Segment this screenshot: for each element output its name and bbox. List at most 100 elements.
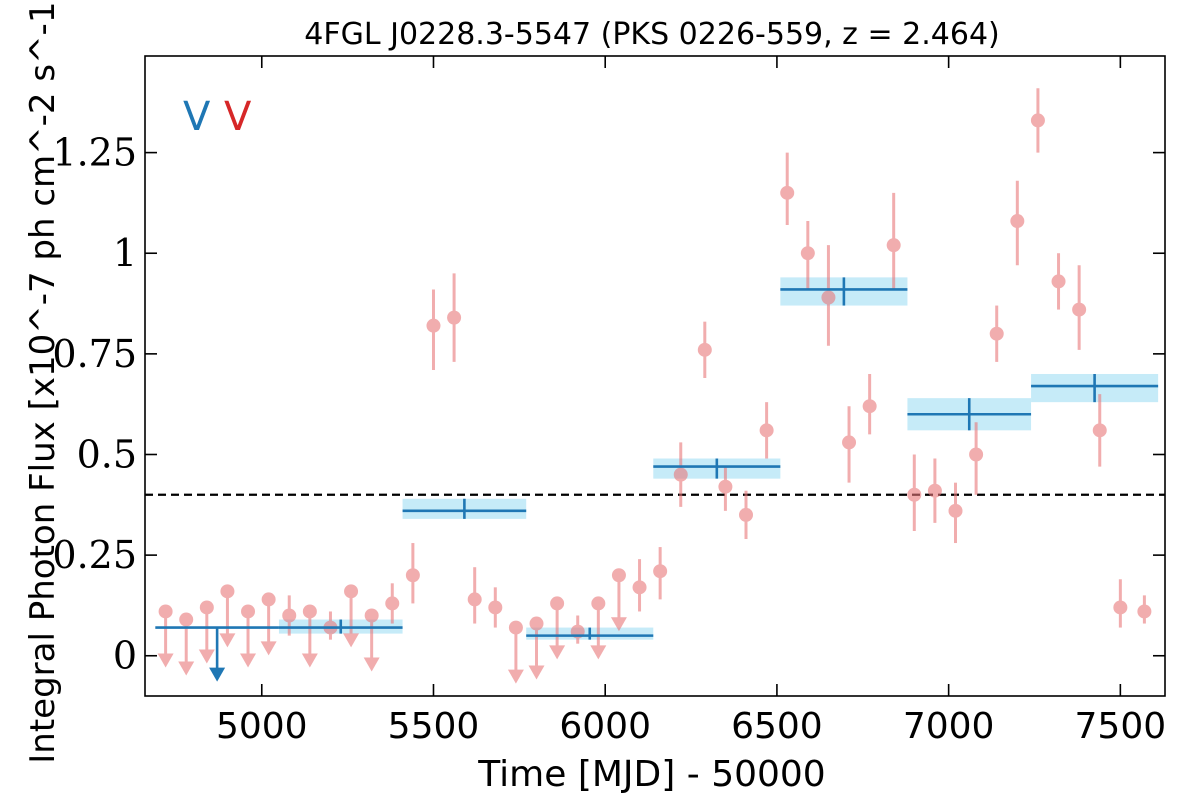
x-tick-label: 5000 <box>216 706 308 747</box>
upper-limit-arrow-head <box>343 633 360 648</box>
point-marker <box>697 342 712 357</box>
data-point <box>673 442 688 507</box>
data-point <box>1072 265 1087 350</box>
point-marker <box>653 564 668 579</box>
upper-limit-point <box>549 596 566 660</box>
data-point <box>426 289 441 370</box>
point-marker <box>241 604 256 619</box>
point-marker <box>1113 600 1128 615</box>
upper-limit-arrow-head <box>240 653 257 668</box>
data-point <box>282 595 297 636</box>
point-marker <box>550 596 565 611</box>
point-marker <box>405 568 420 583</box>
data-point <box>653 547 668 600</box>
upper-limit-arrow-head <box>178 661 195 676</box>
upper-limit-point <box>301 604 318 668</box>
upper-limit-point <box>260 592 277 656</box>
upper-limit-point <box>219 584 236 648</box>
upper-limit-arrow-head <box>528 665 545 680</box>
point-marker <box>611 568 626 583</box>
point-marker <box>302 604 317 619</box>
point-marker <box>591 596 606 611</box>
data-point <box>323 611 338 640</box>
data-point <box>948 482 963 544</box>
x-tick-label: 6500 <box>731 706 823 747</box>
point-marker <box>1030 113 1045 128</box>
upper-limit-arrow-head <box>198 649 215 664</box>
point-marker <box>673 467 688 482</box>
data-point <box>1030 88 1045 153</box>
binned-points-layer <box>155 277 1159 682</box>
data-point <box>467 567 482 624</box>
upper-limit-point <box>157 604 174 668</box>
data-point <box>1113 579 1128 628</box>
data-point <box>800 221 815 290</box>
binned-point <box>402 498 527 519</box>
x-tick-label: 5500 <box>388 706 480 747</box>
y-tick-label: 0 <box>113 634 137 678</box>
data-point <box>1051 253 1066 310</box>
y-axis-label: Integral Photon Flux [x10^-7 ph cm^-2 s^… <box>23 0 63 764</box>
data-point <box>718 466 733 511</box>
point-marker <box>948 503 963 518</box>
binned-point <box>653 458 781 479</box>
data-point <box>989 305 1004 362</box>
upper-limit-arrow-head <box>549 645 566 660</box>
upper-limit-point <box>178 612 195 676</box>
upper-limit-point <box>343 584 360 648</box>
data-point <box>780 152 795 226</box>
point-marker <box>282 608 297 623</box>
point-marker <box>969 447 984 462</box>
data-point <box>447 273 462 362</box>
point-marker <box>1092 423 1107 438</box>
point-marker <box>1072 302 1087 317</box>
point-marker <box>842 435 857 450</box>
y-tick-label: 0.5 <box>77 432 137 476</box>
point-marker <box>467 592 482 607</box>
binned-point <box>278 619 403 634</box>
x-axis-label: Time [MJD] - 50000 <box>477 754 825 795</box>
point-marker <box>179 612 194 627</box>
y-tick-label: 1 <box>113 231 137 275</box>
upper-limit-point <box>363 608 380 672</box>
upper-limit-point <box>507 620 524 684</box>
upper-limit-arrow-head <box>219 633 236 648</box>
point-marker <box>821 290 836 305</box>
data-point <box>886 192 901 290</box>
data-point <box>821 245 836 346</box>
data-point <box>969 422 984 495</box>
upper-limit-point <box>240 604 257 668</box>
daily-points-layer <box>157 88 1152 684</box>
upper-limit-arrow-head <box>157 653 174 668</box>
upper-limit-arrow-head <box>301 653 318 668</box>
point-marker <box>739 507 754 522</box>
data-point <box>488 587 503 628</box>
point-marker <box>1010 214 1025 229</box>
point-marker <box>426 318 441 333</box>
x-tick-label: 6000 <box>559 706 651 747</box>
data-point <box>907 454 922 531</box>
y-tick-label: 0.25 <box>52 533 137 577</box>
point-marker <box>718 479 733 494</box>
point-marker <box>759 423 774 438</box>
point-marker <box>1137 604 1152 619</box>
data-point <box>405 543 420 604</box>
y-tick-label: 1.25 <box>52 131 137 175</box>
annotation-blue: V <box>183 94 211 140</box>
data-point <box>739 490 754 540</box>
data-point <box>842 406 857 483</box>
point-marker <box>220 584 235 599</box>
point-marker <box>1051 274 1066 289</box>
data-point <box>632 559 647 612</box>
binned-point <box>907 398 1032 431</box>
point-marker <box>800 246 815 261</box>
point-marker <box>632 580 647 595</box>
upper-limit-arrow-head <box>363 657 380 672</box>
point-marker <box>364 608 379 623</box>
point-marker <box>385 596 400 611</box>
point-marker <box>780 185 795 200</box>
upper-limit-point <box>198 600 215 664</box>
binned-band-layer <box>278 277 1159 640</box>
upper-limit-point <box>528 616 545 680</box>
